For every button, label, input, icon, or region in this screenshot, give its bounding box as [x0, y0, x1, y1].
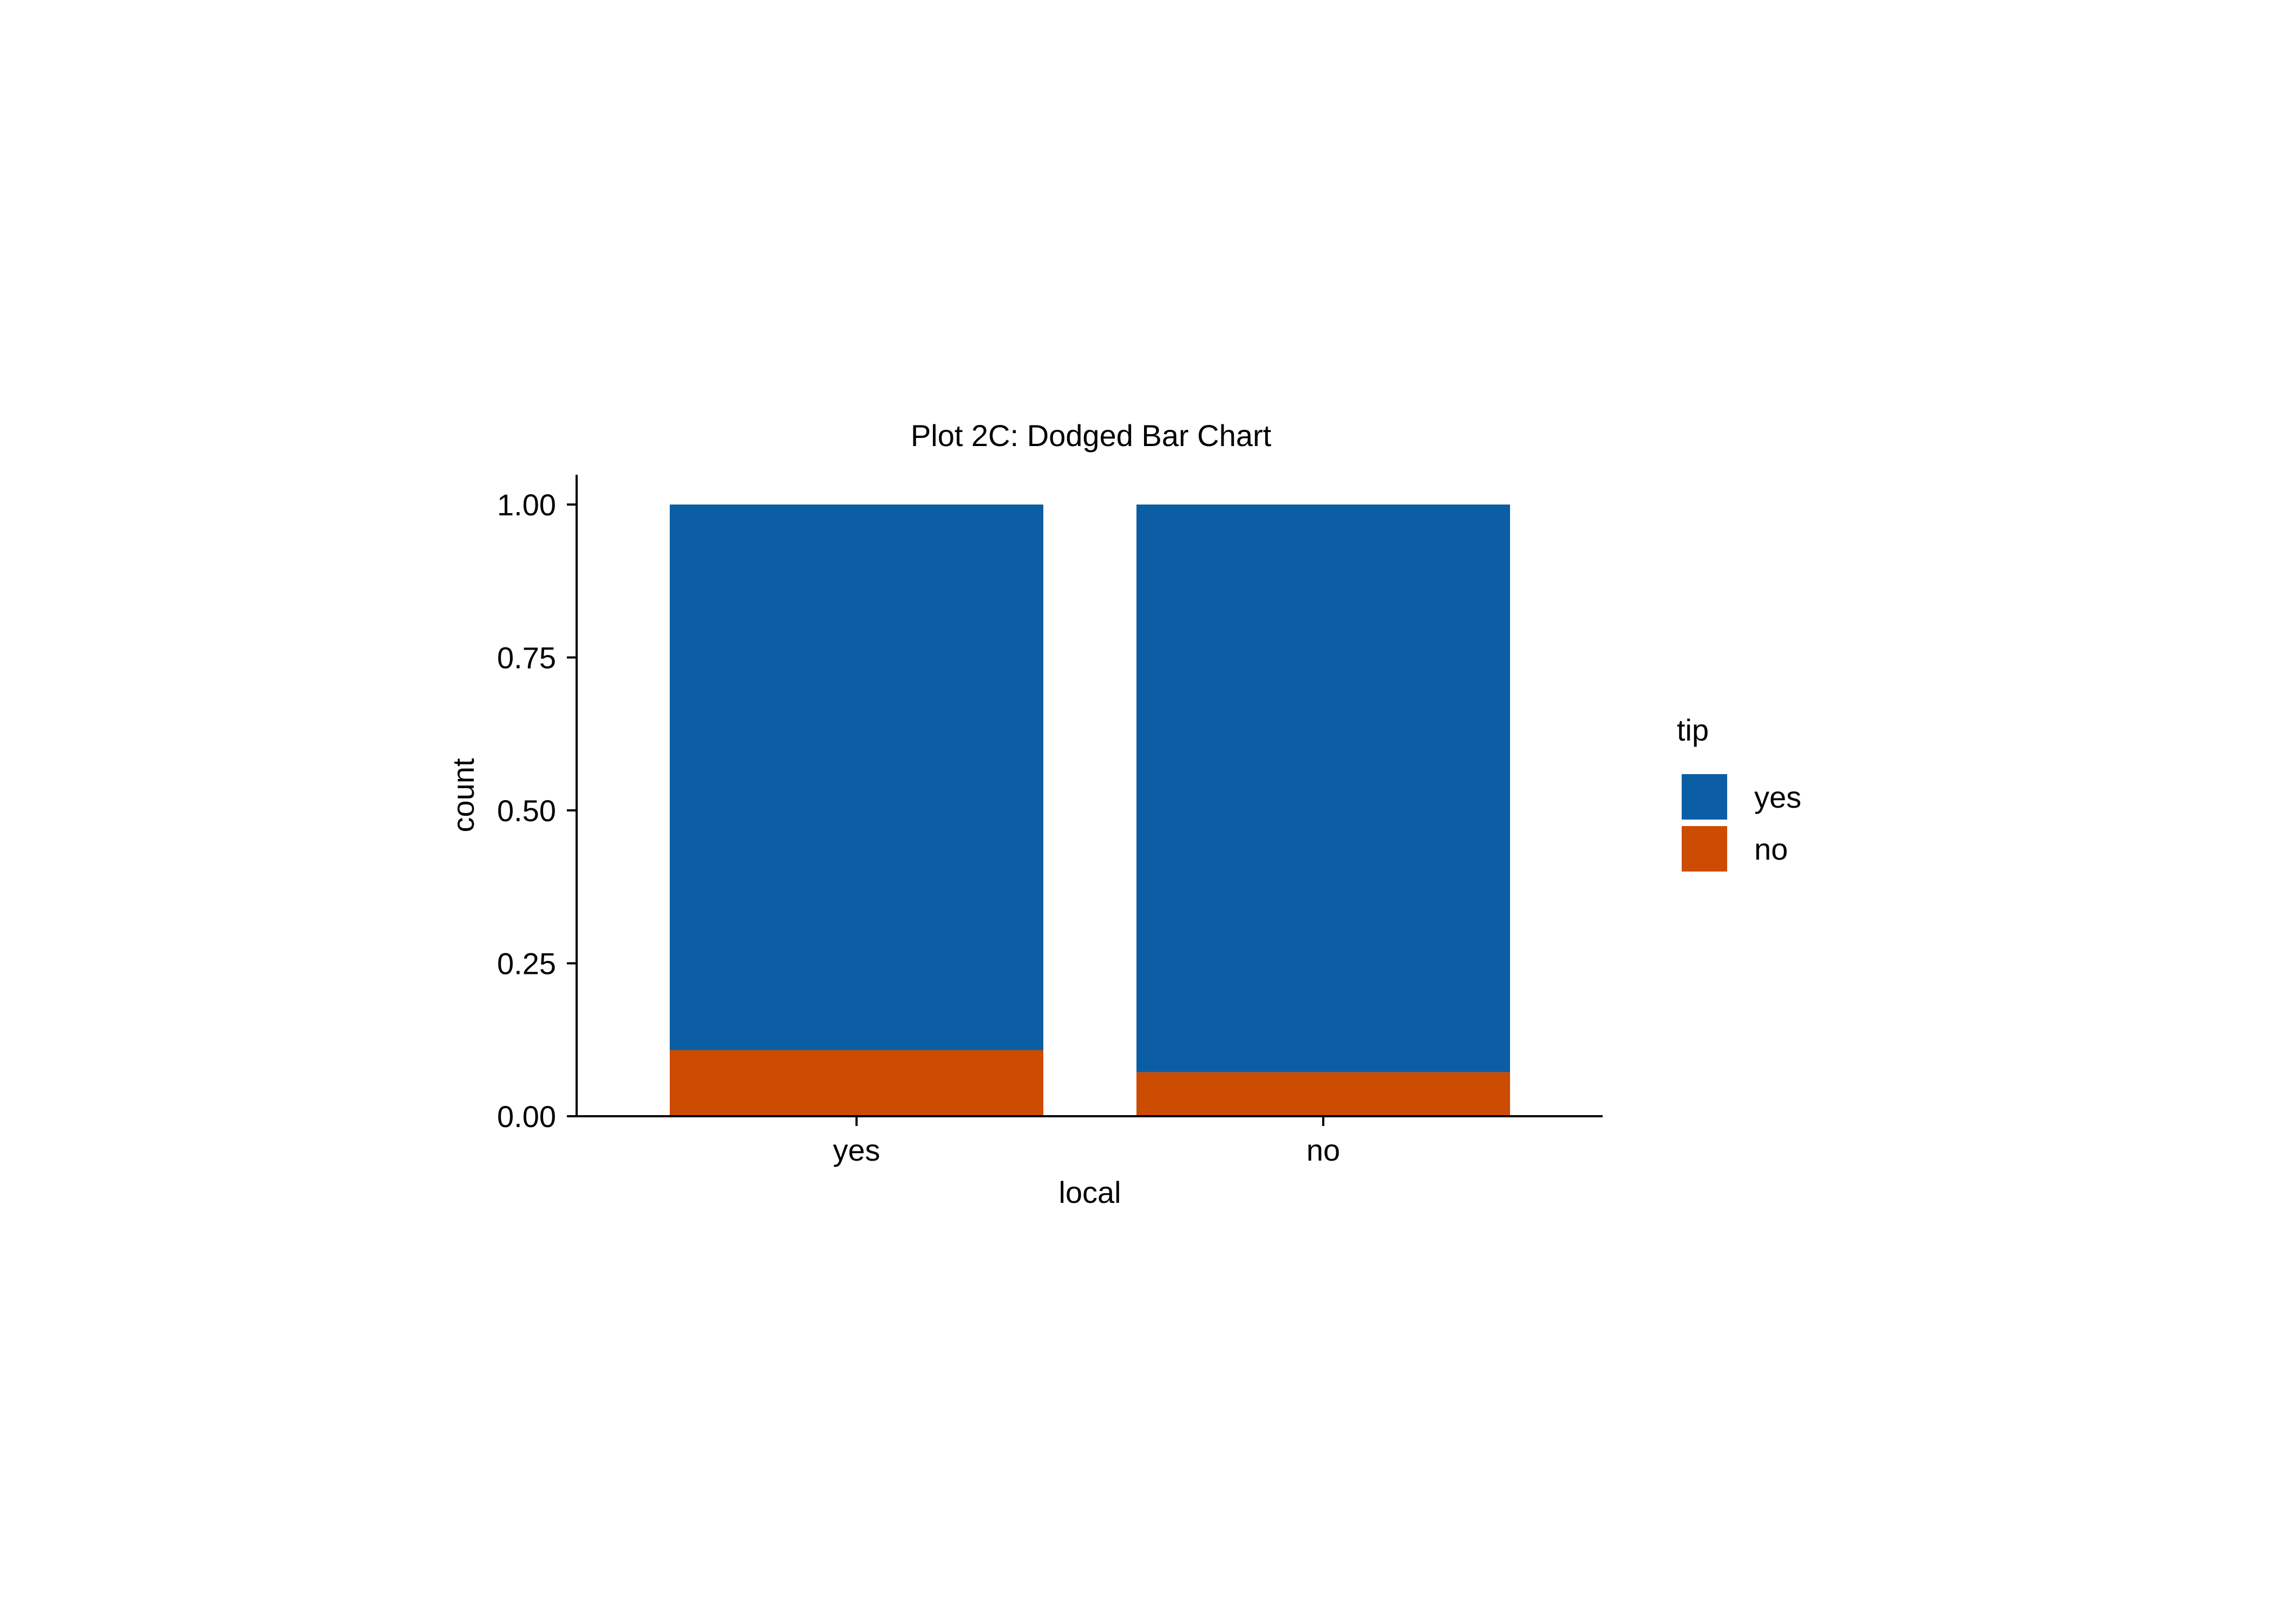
- y-tick-label: 0.25: [497, 947, 556, 981]
- y-axis-label: count: [446, 758, 480, 832]
- bar-yes-no: [670, 1050, 1043, 1116]
- legend-label-no: no: [1754, 832, 1788, 866]
- bar-no-no: [1136, 1072, 1510, 1116]
- bar-yes-yes: [670, 505, 1043, 1050]
- legend: tip yes no: [1677, 713, 1801, 872]
- y-axis-ticks: 0.00 0.25 0.50 0.75 1.00: [497, 488, 577, 1134]
- y-tick-label: 0.50: [497, 794, 556, 828]
- x-tick-label: yes: [833, 1133, 880, 1167]
- y-tick-label: 1.00: [497, 488, 556, 522]
- y-tick-label: 0.00: [497, 1099, 556, 1134]
- legend-swatch-yes: [1682, 774, 1727, 820]
- x-axis-label: local: [1058, 1175, 1121, 1209]
- legend-swatch-no: [1682, 826, 1727, 872]
- x-tick-label: no: [1306, 1133, 1340, 1167]
- bar-no-yes: [1136, 505, 1510, 1072]
- chart-title: Plot 2C: Dodged Bar Chart: [911, 418, 1272, 453]
- x-axis-ticks: yes no: [833, 1116, 1340, 1167]
- legend-label-yes: yes: [1754, 780, 1801, 814]
- y-tick-label: 0.75: [497, 641, 556, 675]
- legend-title: tip: [1677, 713, 1709, 747]
- legend-items: yes no: [1682, 774, 1801, 872]
- bars-group: [670, 505, 1510, 1116]
